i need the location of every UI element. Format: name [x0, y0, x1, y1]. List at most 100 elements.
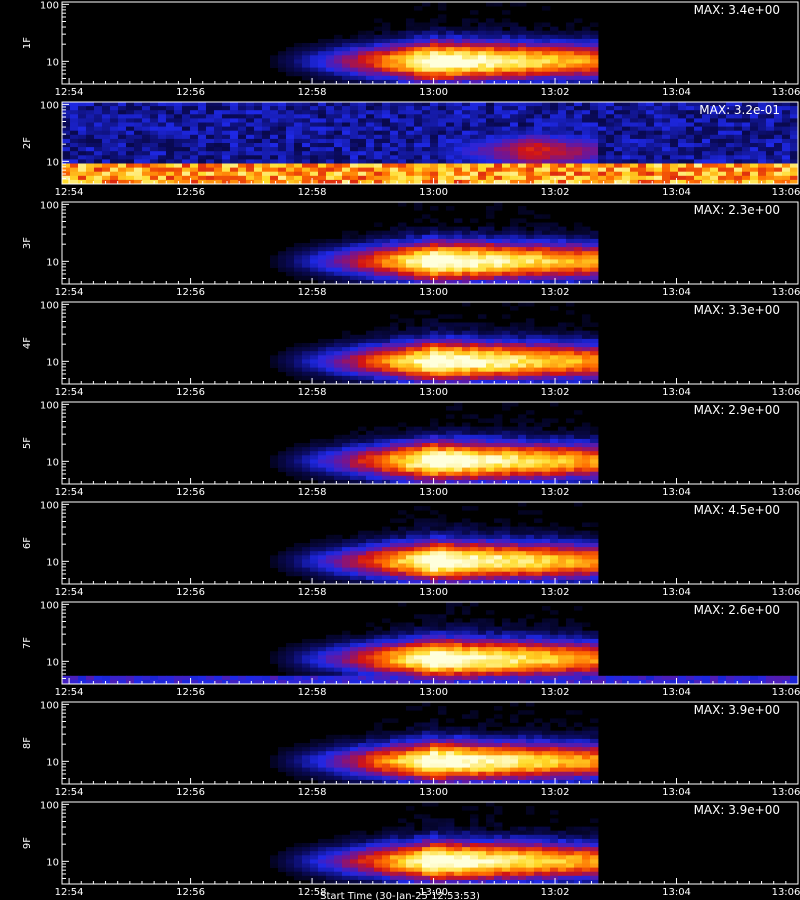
x-tick-label: 12:58	[298, 187, 327, 198]
plot-frame	[61, 401, 799, 485]
x-tick-label: 13:02	[541, 87, 570, 98]
x-axis-title: Start Time (30-Jan-25 12:53:53)	[320, 892, 480, 900]
max-label: MAX: 3.9e+00	[694, 803, 780, 817]
y-ticks	[62, 703, 69, 779]
heatmap-cells	[270, 802, 599, 885]
max-label: MAX: 3.9e+00	[694, 703, 780, 717]
heatmap-cells	[62, 602, 799, 685]
x-tick-label: 12:56	[176, 887, 205, 898]
y-tick-label: 10	[46, 157, 59, 168]
x-tick-label: 12:58	[298, 587, 327, 598]
heatmap-cells	[270, 202, 599, 285]
y-tick-label: 10	[46, 457, 59, 468]
x-tick-label: 12:56	[176, 187, 205, 198]
x-tick-label: 12:56	[176, 487, 205, 498]
x-ticks	[68, 678, 799, 684]
x-tick-label: 13:06	[772, 187, 800, 198]
plot-frame	[61, 701, 799, 785]
x-tick-label: 13:00	[419, 787, 448, 798]
max-label: MAX: 2.3e+00	[694, 203, 780, 217]
heatmap-cells	[62, 102, 799, 185]
x-tick-label: 13:00	[419, 887, 448, 898]
max-label: MAX: 3.3e+00	[694, 303, 780, 317]
x-tick-label: 13:04	[662, 387, 691, 398]
x-tick-label: 12:54	[55, 187, 84, 198]
panel-4F: 12:54 12:56 12:58 13:00 13:02 13:04 13:06 10 100…	[22, 300, 800, 398]
x-tick-label: 12:54	[55, 387, 84, 398]
x-tick-label: 13:00	[419, 187, 448, 198]
x-tick-label: 13:06	[772, 287, 800, 298]
x-tick-label: 13:00	[419, 487, 448, 498]
x-tick-label: 12:58	[298, 387, 327, 398]
x-tick-label: 13:04	[662, 187, 691, 198]
plot-frame	[61, 1, 799, 85]
x-tick-label: 12:58	[298, 887, 327, 898]
max-label: MAX: 2.6e+00	[694, 603, 780, 617]
y-ticks	[62, 203, 69, 279]
panel-1F: 12:54 12:56 12:58 13:00 13:02 13:04 13:06 10 100…	[22, 0, 800, 98]
x-tick-label: 13:00	[419, 387, 448, 398]
x-tick-label: 13:04	[662, 87, 691, 98]
x-tick-label: 13:02	[541, 487, 570, 498]
x-tick-label: 13:02	[541, 687, 570, 698]
plot-frame	[61, 501, 799, 585]
x-ticks	[68, 278, 799, 284]
panel-2F: 12:54 12:56 12:58 13:00 13:02 13:04 13:06 10 100…	[22, 100, 800, 198]
panel-label: 7F	[22, 637, 33, 649]
panel-3F: 12:54 12:56 12:58 13:00 13:02 13:04 13:06 10 100…	[22, 200, 800, 298]
panel-8F: 12:54 12:56 12:58 13:00 13:02 13:04 13:06 10 100…	[22, 700, 800, 798]
x-tick-label: 12:56	[176, 787, 205, 798]
plot-frame	[61, 301, 799, 385]
x-tick-label: 12:56	[176, 87, 205, 98]
panel-label: 5F	[22, 437, 33, 449]
x-ticks	[68, 478, 799, 484]
y-ticks	[62, 503, 69, 579]
heatmap-cells	[270, 502, 599, 585]
x-tick-label: 13:02	[541, 287, 570, 298]
heatmap-cells	[270, 702, 599, 785]
x-tick-label: 13:04	[662, 287, 691, 298]
max-label: MAX: 3.4e+00	[694, 3, 780, 17]
plot-frame	[61, 101, 799, 185]
y-tick-label: 100	[40, 600, 59, 611]
x-tick-label: 13:02	[541, 587, 570, 598]
x-ticks	[68, 178, 799, 184]
x-ticks	[68, 878, 799, 884]
x-tick-label: 13:02	[541, 187, 570, 198]
x-tick-label: 13:06	[772, 787, 800, 798]
x-tick-label: 13:04	[662, 887, 691, 898]
x-tick-label: 12:58	[298, 287, 327, 298]
x-tick-label: 12:58	[298, 87, 327, 98]
x-tick-label: 12:54	[55, 687, 84, 698]
y-ticks	[62, 603, 69, 679]
panel-9F: 12:54 12:56 12:58 13:00 13:02 13:04 13:06 10 100…	[22, 800, 800, 898]
panel-label: 6F	[22, 537, 33, 549]
plot-frame	[61, 601, 799, 685]
y-ticks	[62, 103, 69, 179]
y-tick-label: 10	[46, 857, 59, 868]
panel-label: 2F	[22, 137, 33, 149]
x-tick-label: 12:54	[55, 287, 84, 298]
y-tick-label: 100	[40, 700, 59, 711]
panel-label: 8F	[22, 737, 33, 749]
panel-6F: 12:54 12:56 12:58 13:00 13:02 13:04 13:06 10 100…	[22, 500, 800, 598]
x-tick-label: 12:54	[55, 487, 84, 498]
y-tick-label: 10	[46, 657, 59, 668]
x-tick-label: 13:06	[772, 387, 800, 398]
panel-5F: 12:54 12:56 12:58 13:00 13:02 13:04 13:06 10 100…	[22, 400, 800, 498]
x-tick-label: 13:00	[419, 687, 448, 698]
y-tick-label: 100	[40, 400, 59, 411]
x-tick-label: 12:54	[55, 587, 84, 598]
x-tick-label: 13:02	[541, 787, 570, 798]
x-tick-label: 13:02	[541, 887, 570, 898]
max-label: MAX: 2.9e+00	[694, 403, 780, 417]
y-tick-label: 10	[46, 357, 59, 368]
y-tick-label: 100	[40, 0, 59, 11]
panel-label: 3F	[22, 237, 33, 249]
panel-label: 1F	[22, 37, 33, 49]
plot-frame	[61, 201, 799, 285]
x-tick-label: 12:58	[298, 487, 327, 498]
x-tick-label: 13:04	[662, 787, 691, 798]
y-ticks	[62, 303, 69, 379]
heatmap-cells	[270, 302, 599, 385]
